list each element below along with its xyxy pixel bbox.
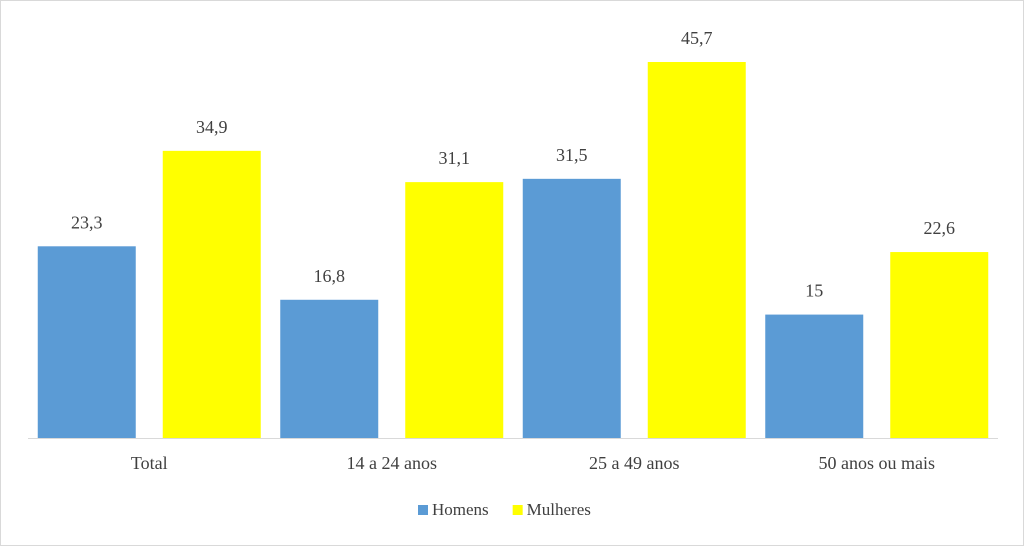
bar: [280, 299, 379, 438]
x-tick-label: Total: [131, 453, 168, 473]
bar: [405, 182, 504, 438]
legend-label: Homens: [432, 500, 489, 519]
data-label: 31,1: [439, 148, 471, 168]
data-label: 45,7: [681, 28, 713, 48]
x-tick-label: 25 a 49 anos: [589, 453, 679, 473]
data-label: 16,8: [314, 266, 346, 286]
legend-swatch: [418, 505, 428, 515]
data-label: 15: [805, 281, 823, 301]
bar: [890, 252, 989, 438]
bar: [647, 62, 746, 438]
data-label: 31,5: [556, 145, 588, 165]
bar: [522, 178, 621, 438]
legend-label: Mulheres: [527, 500, 591, 519]
bar: [765, 314, 864, 438]
x-tick-label: 14 a 24 anos: [347, 453, 437, 473]
x-tick-label: 50 anos ou mais: [819, 453, 936, 473]
legend-swatch: [512, 505, 523, 515]
data-label: 22,6: [924, 218, 956, 238]
bar: [162, 150, 261, 438]
data-label: 34,9: [196, 117, 228, 137]
data-label: 23,3: [71, 212, 103, 232]
bar: [37, 246, 136, 438]
